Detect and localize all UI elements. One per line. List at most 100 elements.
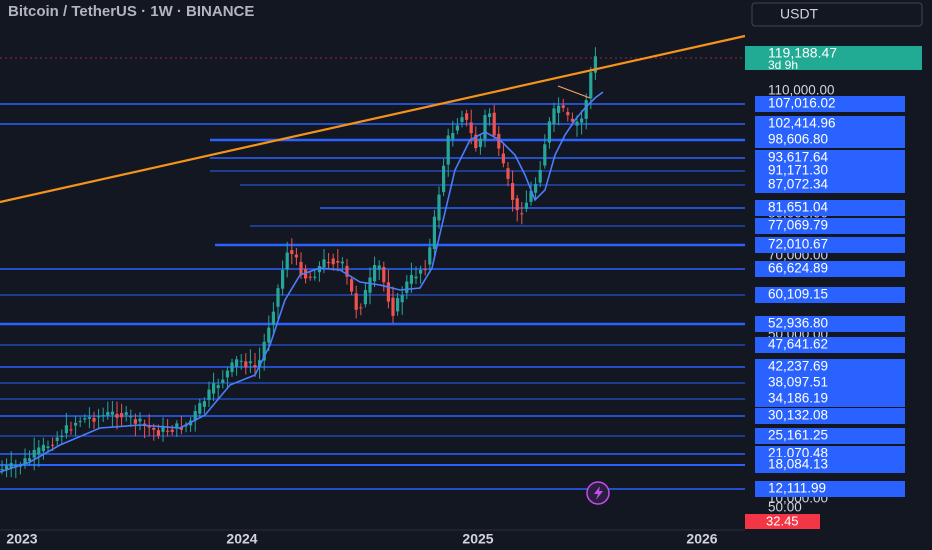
indicator-value: 32.45 <box>766 513 799 528</box>
time-axis-label: 2024 <box>226 531 257 547</box>
candle-body <box>23 458 27 465</box>
candle-body <box>382 267 386 283</box>
candle-body <box>271 311 275 325</box>
price-axis-label: 50.00 <box>768 500 802 515</box>
candle-body <box>593 56 597 73</box>
candle-body <box>488 113 492 117</box>
candle-body <box>207 389 211 400</box>
candle-body <box>570 118 574 122</box>
candle-body <box>193 411 197 421</box>
time-axis-label: 2023 <box>6 531 37 547</box>
candle-body <box>419 269 423 274</box>
level-label: 30,132.08 <box>768 408 828 423</box>
candle-body <box>198 403 202 414</box>
candle-body <box>202 401 206 407</box>
candle-body <box>110 411 114 415</box>
level-label: 87,072.34 <box>768 177 829 192</box>
candle-body <box>437 194 441 221</box>
candle-body <box>87 417 91 419</box>
candle-body <box>552 108 556 124</box>
candle-body <box>432 216 436 249</box>
candle-body <box>386 282 390 302</box>
candle-body <box>60 435 64 438</box>
candle-body <box>230 362 234 373</box>
candle-body <box>32 449 36 458</box>
candle-body <box>179 427 183 430</box>
candle-body <box>414 276 418 279</box>
candle-body <box>253 365 257 367</box>
candle-body <box>497 133 501 149</box>
candle-body <box>147 425 151 428</box>
level-box <box>755 116 905 132</box>
candle-body <box>575 121 579 126</box>
level-label: 72,010.67 <box>768 237 828 252</box>
candle-body <box>175 423 179 429</box>
currency: USDT <box>780 6 819 22</box>
level-label: 47,641.62 <box>768 337 828 352</box>
candle-body <box>5 465 9 470</box>
candle-body <box>524 202 528 209</box>
level-label: 12,111.99 <box>768 481 826 496</box>
candle-body <box>446 135 450 165</box>
level-box <box>755 375 905 391</box>
candle-body <box>409 274 413 284</box>
candle-body <box>225 370 229 378</box>
candle-body <box>423 269 427 271</box>
chart-title: Bitcoin / TetherUS · 1W · BINANCE <box>8 3 254 20</box>
level-label: 60,109.15 <box>768 287 828 302</box>
candle-body <box>340 261 344 264</box>
level-box <box>755 287 905 303</box>
candle-body <box>152 427 156 430</box>
candle-body <box>166 430 170 432</box>
level-box <box>755 163 905 179</box>
level-box <box>755 391 905 407</box>
level-label: 93,617.64 <box>768 150 829 165</box>
candle-body <box>331 258 335 265</box>
candle-body <box>281 269 285 289</box>
currency-box[interactable] <box>751 2 923 27</box>
candle-body <box>442 165 446 193</box>
candle-body <box>133 419 137 424</box>
current-price-box <box>745 46 922 70</box>
level-box <box>755 237 905 253</box>
candle-body <box>299 261 303 275</box>
candle-body <box>557 105 561 113</box>
candle-body <box>511 182 515 200</box>
candle-body <box>18 465 22 467</box>
level-label: 102,414.96 <box>768 116 836 131</box>
level-label: 18,084.13 <box>768 457 828 472</box>
candle-body <box>37 447 41 455</box>
candle-body <box>92 417 96 422</box>
candle-body <box>543 144 547 166</box>
level-box <box>755 428 905 444</box>
candle-body <box>276 288 280 307</box>
candle-body <box>290 250 294 255</box>
time-axis-label: 2025 <box>462 531 493 547</box>
candle-body <box>262 341 266 361</box>
candle-body <box>538 169 542 183</box>
level-label: 66,624.89 <box>768 261 828 276</box>
candle-body <box>501 153 505 164</box>
candle-body <box>474 134 478 149</box>
candle-body <box>156 430 160 436</box>
candle-body <box>28 458 32 461</box>
candle-body <box>258 360 262 367</box>
candle-body <box>460 117 464 122</box>
level-label: 42,237.69 <box>768 359 828 374</box>
candle-body <box>235 359 239 367</box>
level-label: 38,097.51 <box>768 375 828 390</box>
candle-body <box>373 265 377 282</box>
level-box <box>755 457 905 473</box>
candle-body <box>97 416 101 418</box>
candle-body <box>69 429 73 431</box>
candle-body <box>465 113 469 120</box>
candle-body <box>74 422 78 426</box>
candle-body <box>469 122 473 134</box>
candle-body <box>115 413 119 418</box>
candle-body <box>161 427 165 432</box>
current-price: 119,188.47 <box>768 45 837 61</box>
indicator-box <box>745 514 820 529</box>
level-box <box>755 132 905 148</box>
candle-body <box>396 298 400 312</box>
candle-body <box>83 418 87 420</box>
